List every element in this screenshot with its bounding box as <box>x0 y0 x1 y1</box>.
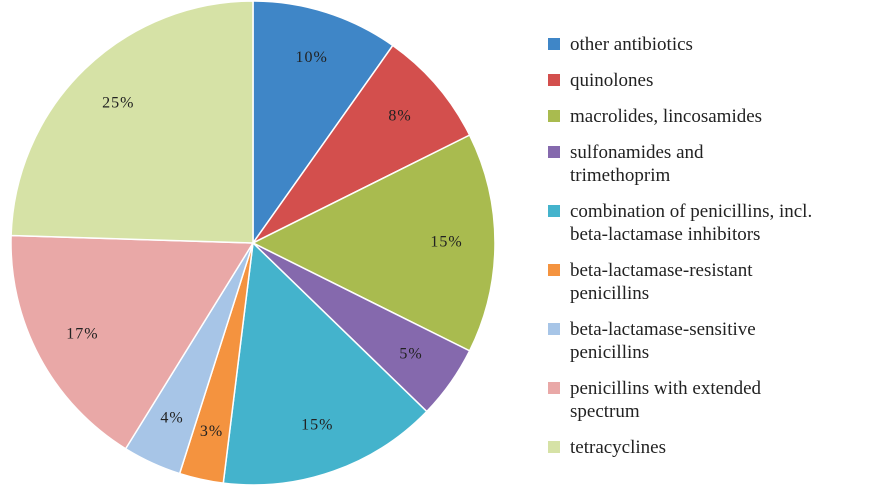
legend-swatch <box>548 38 560 50</box>
data-label: 17% <box>66 325 98 342</box>
legend-swatch <box>548 205 560 217</box>
legend-item: tetracyclines <box>548 436 812 459</box>
data-label: 3% <box>200 423 223 440</box>
legend-label: beta-lactamase-resistant penicillins <box>570 260 753 304</box>
data-label: 4% <box>160 410 183 427</box>
pie-slice <box>10 234 255 450</box>
data-label: 8% <box>388 108 411 125</box>
data-label: 15% <box>301 416 333 433</box>
legend-item: other antibiotics <box>548 33 812 56</box>
legend-label: sulfonamides and trimethoprim <box>570 142 704 186</box>
data-label: 10% <box>296 49 328 66</box>
pie-slice <box>10 0 254 244</box>
legend: other antibiotics quinolones macrolides, l… <box>548 33 812 459</box>
data-label: 5% <box>399 346 422 363</box>
legend-item: penicillins with extended spectrum <box>548 377 812 423</box>
legend-label: penicillins with extended spectrum <box>570 378 762 422</box>
legend-swatch <box>548 264 560 276</box>
legend-swatch <box>548 441 560 453</box>
pie-slice <box>252 44 471 244</box>
legend-label: macrolides, lincosamides <box>570 106 763 127</box>
legend-swatch <box>548 146 560 158</box>
legend-item: beta-lactamase-resistant penicillins <box>548 259 812 305</box>
data-label: 15% <box>430 234 462 251</box>
data-label: 25% <box>102 95 134 112</box>
pie-slice <box>252 0 394 246</box>
pie-slice <box>251 134 496 352</box>
legend-item: macrolides, lincosamides <box>548 105 812 128</box>
legend-label: quinolones <box>570 70 654 91</box>
pie-slice <box>222 241 428 486</box>
legend-swatch <box>548 110 560 122</box>
pie: 10% 8% 15% 5% 15% 3% 4% 17% 25% <box>10 0 496 486</box>
legend-swatch <box>548 323 560 335</box>
legend-label: beta-lactamase-sensitive penicillins <box>570 319 756 363</box>
legend-item: sulfonamides and trimethoprim <box>548 141 812 187</box>
legend-label: combination of penicillins, incl. beta-l… <box>570 201 813 245</box>
legend-item: quinolones <box>548 69 812 92</box>
legend-swatch <box>548 74 560 86</box>
legend-label: tetracyclines <box>570 437 667 458</box>
legend-item: beta-lactamase-sensitive penicillins <box>548 318 812 364</box>
legend-item: combination of penicillins, incl. beta-l… <box>548 200 812 246</box>
legend-label: other antibiotics <box>570 34 693 55</box>
legend-swatch <box>548 382 560 394</box>
